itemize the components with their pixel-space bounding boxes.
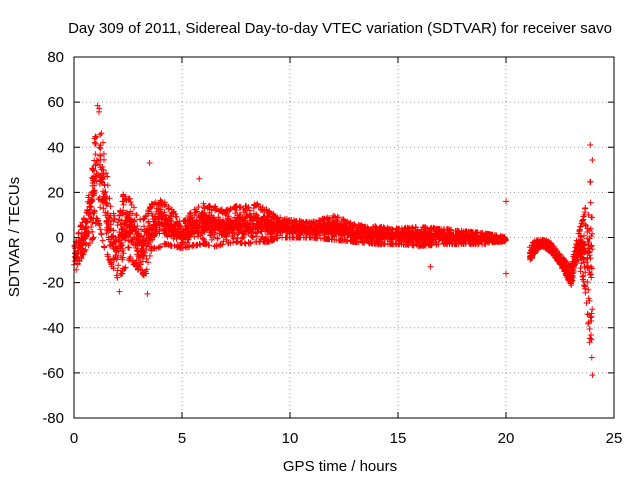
x-tick-label: 25: [606, 430, 623, 447]
x-tick-label: 10: [282, 430, 299, 447]
y-tick-label: 80: [47, 49, 64, 66]
outlier-point: [503, 270, 509, 277]
outlier-point: [427, 263, 434, 270]
y-tick-label: -20: [42, 275, 64, 292]
axis-ticks: 0 5 10 15 20 25 -80 -60 -40 -20 0 20 40 60 80: [42, 49, 622, 447]
outlier-point: [587, 142, 594, 148]
outlier-point: [144, 290, 151, 297]
y-tick-label: 40: [47, 139, 64, 156]
series-trace-late: [526, 157, 596, 361]
series-trace-main: [71, 102, 509, 281]
data-points: [71, 102, 596, 379]
y-tick-label: 60: [47, 94, 64, 111]
y-tick-label: 0: [56, 230, 64, 247]
chart-title: Day 309 of 2011, Sidereal Day-to-day VTE…: [68, 20, 612, 37]
y-tick-label: -40: [42, 320, 64, 337]
outlier-point: [589, 372, 596, 379]
x-axis-label: GPS time / hours: [283, 458, 397, 475]
x-tick-label: 20: [498, 430, 515, 447]
y-tick-label: -80: [42, 410, 64, 427]
y-tick-label: -60: [42, 365, 64, 382]
x-tick-label: 0: [70, 430, 78, 447]
y-tick-label: 20: [47, 184, 64, 201]
outlier-point: [146, 160, 153, 166]
outlier-point: [503, 198, 509, 205]
outlier-point: [196, 175, 203, 182]
outlier-point: [588, 318, 595, 324]
x-tick-label: 15: [390, 430, 407, 447]
y-axis-label: SDTVAR / TECUs: [6, 177, 23, 297]
x-tick-label: 5: [178, 430, 186, 447]
outlier-point: [116, 288, 123, 295]
